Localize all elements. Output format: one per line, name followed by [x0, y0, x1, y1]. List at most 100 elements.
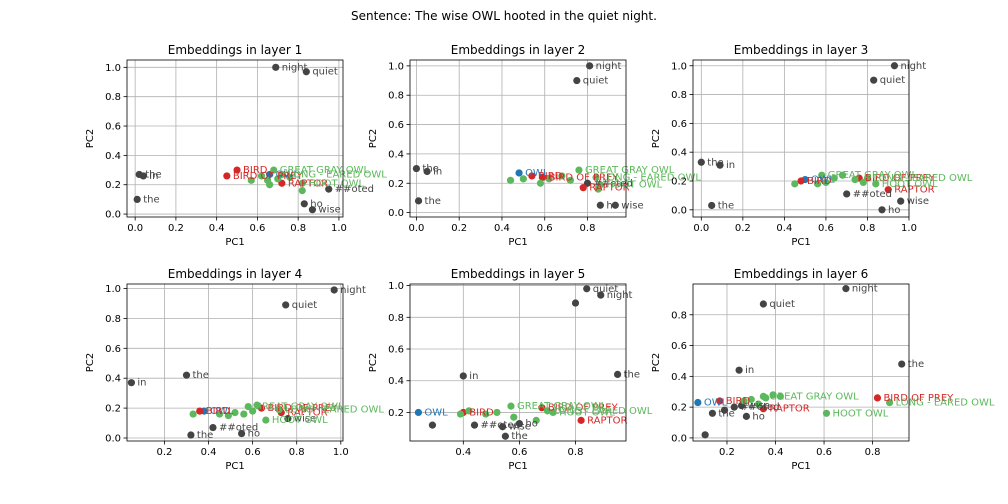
point-family	[822, 409, 831, 417]
point-label: BIRD OF PREY	[548, 403, 619, 414]
point-context	[890, 62, 899, 70]
y-tick-label: 0.0	[388, 208, 404, 219]
point-family	[791, 180, 799, 188]
point-context	[842, 285, 850, 293]
x-tick-label: 0.6	[245, 447, 261, 458]
point-label: wise	[748, 401, 770, 412]
y-tick-label: 0.8	[105, 314, 121, 325]
x-tick-label: 0.2	[719, 447, 735, 458]
point-family	[298, 186, 306, 195]
point-context	[716, 161, 724, 169]
point-bird	[797, 177, 805, 185]
y-tick-label: 0.0	[105, 210, 121, 221]
y-tick-label: 0.6	[388, 345, 404, 356]
x-tick-label: 0.2	[168, 223, 184, 234]
y-tick-label: 1.0	[388, 281, 404, 292]
x-tick-label: 0.6	[816, 447, 832, 458]
point-label: ho	[752, 411, 764, 422]
point-label: ho	[248, 429, 260, 440]
x-tick-label: 0.2	[451, 223, 467, 234]
point-context	[878, 206, 886, 214]
point-context	[898, 360, 906, 368]
point-context	[742, 412, 750, 420]
point-context	[284, 414, 292, 423]
point-label: ho	[525, 419, 537, 430]
point-label: the	[707, 157, 723, 168]
point-family	[231, 408, 239, 417]
point-context	[300, 200, 308, 208]
subplot-layer-4: 0.2 0.4 0.6 0.8 1.0 0.0 0.2 0.4 0.6 0.8 1.0 night qu…	[85, 267, 384, 472]
point-label: GREAT GRAY OWL	[280, 165, 370, 176]
point-context	[302, 68, 310, 76]
x-axis-label: PC1	[791, 461, 810, 472]
x-tick-label: 0.8	[865, 447, 881, 458]
point-label: wise	[509, 422, 531, 433]
point-context	[423, 167, 431, 176]
point-label: ##oted	[219, 423, 258, 434]
point-label: quiet	[593, 284, 619, 295]
y-tick-label: 1.0	[105, 284, 121, 295]
point-family	[885, 398, 894, 407]
x-axis-label: PC1	[225, 461, 244, 472]
point-label: the	[193, 370, 209, 381]
point-context	[596, 201, 604, 209]
point-label: BIRD OF PREY	[865, 173, 936, 184]
point-family	[519, 175, 527, 183]
point-context	[498, 423, 507, 431]
point-label: the	[145, 169, 161, 180]
point-context	[597, 291, 605, 299]
point-label: BIRD OF PREY	[883, 393, 954, 404]
point-context	[708, 409, 717, 417]
point-label: OWL	[704, 398, 728, 409]
point-family	[558, 172, 566, 180]
y-tick-label: 0.4	[388, 149, 404, 160]
point-label: ##oted	[481, 420, 520, 431]
point-label: RAPTOR	[589, 183, 629, 194]
point-context	[272, 63, 280, 71]
point-family	[262, 416, 270, 424]
subplot-title: Embeddings in layer 6	[734, 267, 868, 281]
point-label: HOOT OWL	[606, 180, 662, 191]
axes-frame	[409, 283, 627, 442]
y-tick-label: 0.8	[388, 313, 404, 324]
point-family	[545, 175, 553, 183]
point-context	[308, 206, 317, 214]
point-label: ##oted	[740, 402, 779, 413]
y-tick-label: 0.0	[105, 434, 121, 445]
point-family	[286, 173, 294, 181]
point-label: wise	[621, 200, 643, 211]
x-tick-label: 0.2	[735, 223, 751, 234]
point-label: HOOT OWL	[559, 407, 615, 418]
point-bird	[196, 407, 204, 415]
point-context	[571, 299, 580, 307]
x-tick-label: 1.0	[331, 223, 347, 234]
point-family	[549, 408, 557, 417]
point-bird	[538, 404, 546, 412]
y-tick-label: 0.2	[671, 176, 687, 187]
point-bird	[223, 172, 231, 180]
point-family	[257, 172, 266, 180]
x-tick-label: 0.4	[776, 223, 792, 234]
point-family	[536, 179, 545, 187]
point-context	[282, 301, 290, 309]
y-axis-label: PC2	[85, 129, 96, 148]
point-label: night	[900, 61, 926, 72]
point-context	[139, 172, 147, 180]
point-label: ##oted	[594, 178, 633, 189]
point-family	[456, 410, 465, 418]
subplot-layer-2: 0.0 0.2 0.4 0.6 0.8 0.0 0.2 0.4 0.6 0.8 1.0 night qu…	[368, 43, 701, 248]
point-family	[859, 178, 867, 187]
point-label: in	[469, 371, 478, 382]
point-label: LONG - EARED OWL	[896, 398, 995, 409]
point-context	[187, 431, 195, 439]
point-context	[701, 431, 709, 439]
point-label: the	[511, 431, 527, 442]
point-family	[274, 175, 282, 183]
point-context	[209, 423, 217, 432]
point-owl	[515, 169, 523, 177]
point-family	[566, 176, 574, 184]
point-label: ##oted	[335, 184, 374, 195]
x-tick-label: 0.4	[201, 447, 217, 458]
point-label: OWL	[811, 175, 835, 186]
point-bird	[873, 394, 882, 402]
